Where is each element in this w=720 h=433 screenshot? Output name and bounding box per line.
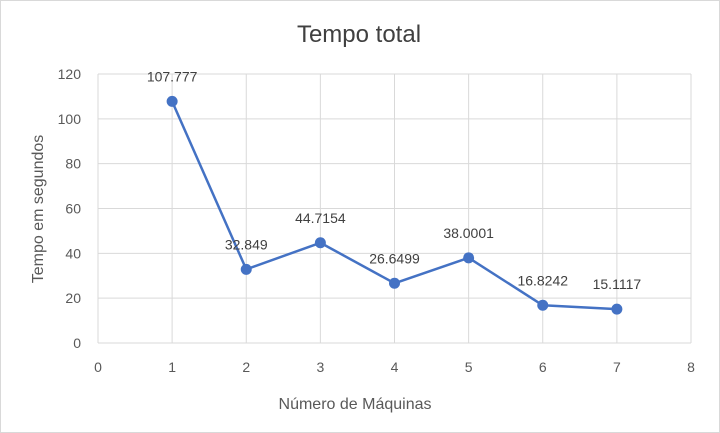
data-labels: 107.777 32.849 44.7154 26.6499 38.0001 16.824… bbox=[147, 68, 642, 292]
y-axis-label: Tempo em segundos bbox=[30, 135, 47, 284]
data-label: 107.777 bbox=[147, 68, 198, 84]
data-point bbox=[537, 299, 549, 311]
data-label: 32.849 bbox=[225, 236, 268, 252]
x-tick-label: 6 bbox=[539, 359, 547, 375]
y-tick-labels: 0 20 40 60 80 100 120 bbox=[58, 66, 82, 351]
data-point bbox=[389, 277, 400, 289]
data-label: 38.0001 bbox=[443, 225, 494, 241]
data-label: 16.8242 bbox=[517, 272, 568, 288]
data-point bbox=[166, 95, 178, 107]
data-label: 44.7154 bbox=[295, 210, 346, 226]
data-label: 15.1117 bbox=[593, 276, 642, 292]
y-tick-label: 0 bbox=[73, 335, 81, 351]
y-tick-label: 120 bbox=[58, 66, 82, 82]
data-point bbox=[463, 252, 475, 264]
x-tick-label: 5 bbox=[465, 359, 473, 375]
x-tick-label: 8 bbox=[687, 359, 695, 375]
x-tick-label: 7 bbox=[613, 359, 621, 375]
y-tick-label: 80 bbox=[65, 156, 81, 172]
y-tick-label: 20 bbox=[65, 290, 81, 306]
x-tick-label: 0 bbox=[94, 359, 102, 375]
data-point bbox=[314, 237, 326, 249]
chart-title: Tempo total bbox=[297, 21, 421, 48]
x-tick-labels: 0 1 2 3 4 5 6 7 8 bbox=[94, 359, 695, 375]
x-tick-label: 3 bbox=[316, 359, 324, 375]
x-tick-label: 4 bbox=[391, 359, 399, 375]
grid-lines bbox=[97, 73, 692, 344]
y-tick-label: 100 bbox=[58, 111, 82, 127]
x-tick-label: 2 bbox=[242, 359, 250, 375]
x-axis-label: Número de Máquinas bbox=[279, 396, 432, 413]
y-tick-label: 60 bbox=[65, 201, 81, 217]
series-group bbox=[166, 95, 623, 315]
x-tick-label: 1 bbox=[168, 359, 176, 375]
data-point bbox=[611, 303, 623, 315]
data-label: 26.6499 bbox=[369, 250, 420, 266]
data-point bbox=[240, 263, 252, 275]
y-tick-label: 40 bbox=[65, 245, 81, 261]
